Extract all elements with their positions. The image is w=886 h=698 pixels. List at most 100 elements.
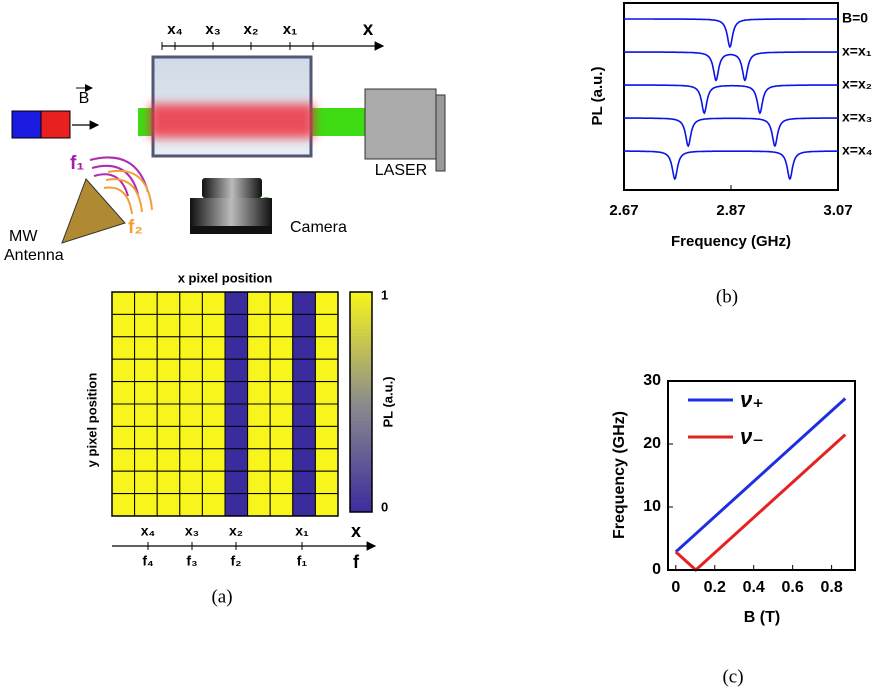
heatmap-cell xyxy=(247,493,271,517)
colorbar-step xyxy=(350,504,372,509)
heatmap-cell xyxy=(292,313,316,338)
caption: (c) xyxy=(722,666,743,687)
heatmap-cell xyxy=(292,336,316,360)
heatmap-cell xyxy=(269,358,294,383)
colorbar-step xyxy=(350,479,372,484)
heatmap-cell xyxy=(134,358,158,383)
heatmap-cell xyxy=(134,313,158,338)
heatmap-cell xyxy=(111,493,136,517)
camera-body xyxy=(190,198,272,226)
colorbar-step xyxy=(350,306,372,311)
heatmap-cell xyxy=(314,358,339,383)
heatmap-cell xyxy=(201,381,226,405)
legend-label: x=x₁ xyxy=(842,43,872,59)
colorbar-step xyxy=(350,336,372,341)
axis-label: x₁ xyxy=(283,21,298,38)
heatmap-cell xyxy=(111,336,136,360)
colorbar-step xyxy=(350,482,372,487)
heatmap-cell xyxy=(179,403,203,427)
heatmap-cell xyxy=(156,470,181,495)
heatmap-cell xyxy=(269,425,294,450)
colorbar-step xyxy=(350,387,372,392)
camera-lens xyxy=(202,178,262,198)
colorbar-step xyxy=(350,457,372,462)
heatmap-cell xyxy=(179,470,203,495)
heatmap-cell xyxy=(314,381,339,405)
heatmap-cell xyxy=(314,313,339,338)
colorbar-step xyxy=(350,453,372,458)
x-tick-label: 0.4 xyxy=(743,579,765,596)
x-tick-label: 0.8 xyxy=(821,579,843,596)
laser-box xyxy=(364,88,437,160)
heatmap-cell xyxy=(156,291,181,315)
position-label: x₃ xyxy=(185,523,199,539)
colorbar-step xyxy=(350,365,372,370)
colorbar-step xyxy=(350,427,372,432)
heatmap-cell xyxy=(111,381,136,405)
heatmap-cell xyxy=(156,336,181,360)
heatmap-cell xyxy=(224,358,249,383)
heatmap-cell xyxy=(292,470,316,495)
y-tick-label: 30 xyxy=(643,372,661,389)
heatmap-cell xyxy=(156,403,181,427)
spectrum-line xyxy=(624,51,838,82)
colorbar-step xyxy=(350,497,372,502)
colorbar-step xyxy=(350,299,372,304)
colorbar-step xyxy=(350,332,372,337)
y-axis-label: Frequency (GHz) xyxy=(611,411,628,539)
antenna-label: MW xyxy=(9,228,38,245)
heatmap-cell xyxy=(111,425,136,450)
heatmap-cell xyxy=(179,291,203,315)
heatmap-cell xyxy=(269,403,294,427)
colorbar-step xyxy=(350,350,372,355)
setup-diagram: B LASER Camera f₁ f₂ MW Antenna xyxy=(4,41,446,264)
x-tick-label: 2.87 xyxy=(716,202,745,219)
heatmap-cell xyxy=(247,470,271,495)
colorbar-step xyxy=(350,398,372,403)
heatmap-cell xyxy=(314,493,339,517)
x-tick-label: 0 xyxy=(671,579,680,596)
heatmap-cell xyxy=(201,493,226,517)
axis-label: x xyxy=(363,19,374,40)
heatmap-cell xyxy=(247,336,271,360)
colorbar-step xyxy=(350,464,372,469)
heatmap-cell xyxy=(314,291,339,315)
heatmap-cell xyxy=(247,448,271,472)
heatmap-cell xyxy=(156,425,181,450)
heatmap-cell xyxy=(224,313,249,338)
heatmap-cell xyxy=(201,448,226,472)
colorbar-step xyxy=(350,372,372,377)
heatmap-cell xyxy=(201,425,226,450)
colorbar-step xyxy=(350,321,372,326)
colorbar-tick-label: 1 xyxy=(381,287,388,302)
colorbar-step xyxy=(350,493,372,498)
heatmap-cell xyxy=(134,381,158,405)
y-tick-label: 10 xyxy=(643,498,661,515)
spectrum-line xyxy=(624,18,838,49)
colorbar-step xyxy=(350,314,372,319)
colorbar-step xyxy=(350,435,372,440)
colorbar-step xyxy=(350,358,372,363)
legend-label: ν₋ xyxy=(740,424,764,449)
heatmap-cell xyxy=(179,313,203,338)
y-axis-label: y pixel position xyxy=(84,373,99,468)
colorbar-step xyxy=(350,490,372,495)
spectrum-line xyxy=(624,84,838,115)
colorbar-step xyxy=(350,460,372,465)
antenna-label: Antenna xyxy=(4,247,64,264)
heatmap-title: x pixel position xyxy=(178,270,273,285)
heatmap-cell xyxy=(269,313,294,338)
magnet-south xyxy=(40,110,71,139)
plot-frame xyxy=(667,380,856,571)
colorbar-step xyxy=(350,317,372,322)
heatmap-cell xyxy=(247,403,271,427)
heatmap-cell xyxy=(224,403,249,427)
legend-label: x=x₃ xyxy=(842,109,872,125)
heatmap-cell xyxy=(111,403,136,427)
frequency-label: f₃ xyxy=(186,553,197,569)
heatmap-cell xyxy=(156,313,181,338)
x-axis-label: Frequency (GHz) xyxy=(671,233,791,250)
position-label: x₄ xyxy=(141,523,155,539)
colorbar-step xyxy=(350,486,372,491)
heatmap-cell xyxy=(292,493,316,517)
